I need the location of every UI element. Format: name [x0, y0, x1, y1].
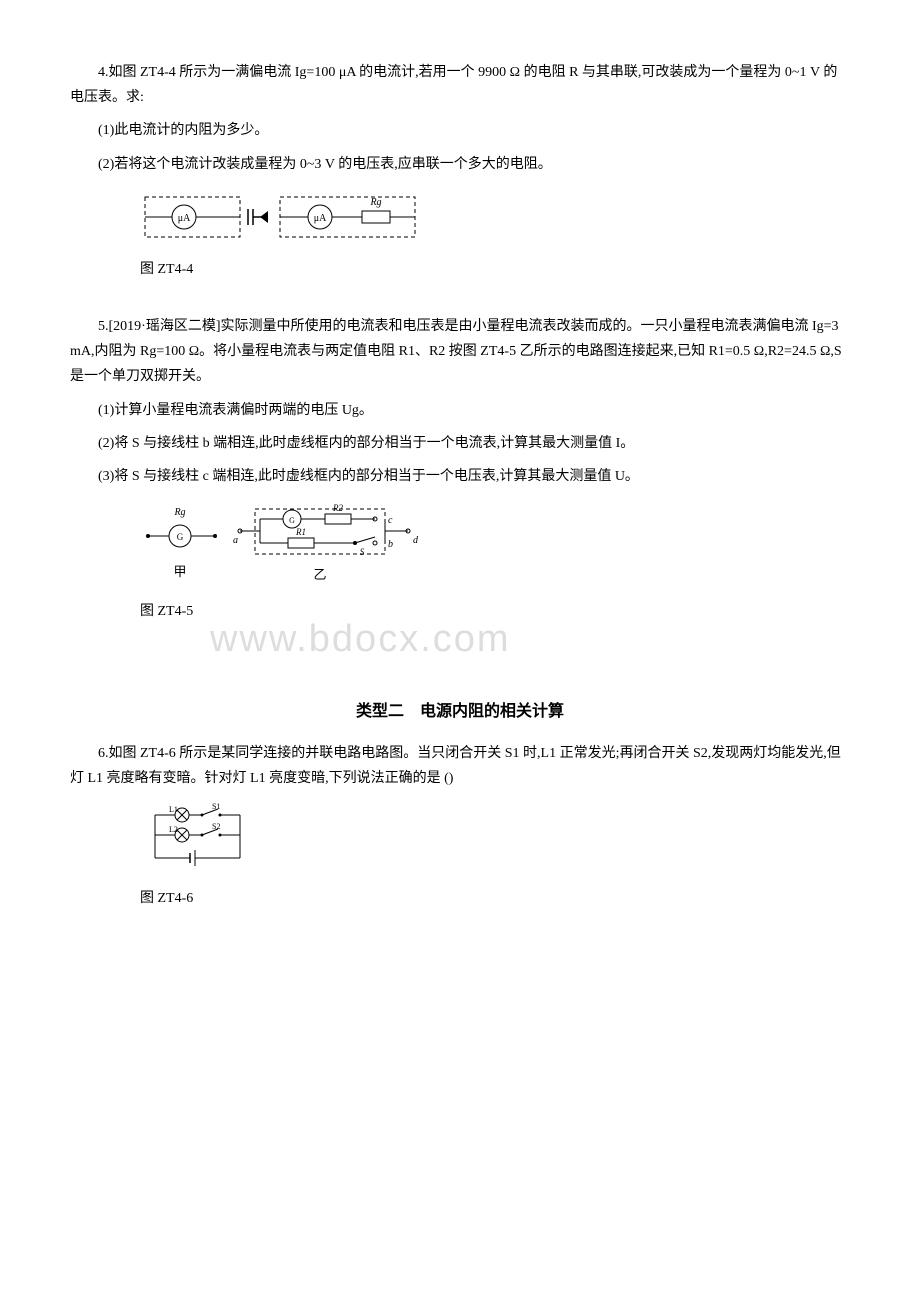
g-label: G [177, 532, 184, 542]
q4-figure-caption: 图 ZT4-4 [140, 257, 850, 282]
jia-label: 甲 [173, 564, 186, 579]
s1-label: S1 [212, 803, 220, 811]
s-label: S [360, 547, 365, 557]
c-label: c [388, 515, 393, 526]
q4-figure: μA μA Rg 图 ZT4-4 [140, 189, 850, 282]
q4-text: 4.如图 ZT4-4 所示为一满偏电流 Ig=100 μA 的电流计,若用一个 … [70, 60, 850, 110]
circuit-diagram-zt4-6: L1 S1 L2 S2 [140, 803, 270, 878]
q5-text: 5.[2019·瑶海区二模]实际测量中所使用的电流表和电压表是由小量程电流表改装… [70, 314, 850, 390]
mu-a-label-1: μA [178, 213, 191, 224]
d-label: d [413, 535, 419, 546]
q5-figure: G Rg 甲 a G R2 c R1 S b [140, 501, 850, 624]
yi-label: 乙 [313, 567, 326, 582]
q5-sub3: (3)将 S 与接线柱 c 端相连,此时虚线框内的部分相当于一个电压表,计算其最… [70, 464, 850, 489]
s2-label: S2 [212, 822, 220, 831]
r1-label: R1 [295, 527, 306, 537]
q4-sub1: (1)此电流计的内阻为多少。 [70, 118, 850, 143]
r2-label: R2 [332, 503, 343, 513]
q6-figure-caption: 图 ZT4-6 [140, 886, 850, 911]
q5-figure-caption: 图 ZT4-5 [140, 599, 850, 624]
circuit-diagram-zt4-5: G Rg 甲 a G R2 c R1 S b [140, 501, 430, 591]
section2-heading: 类型二 电源内阻的相关计算 [70, 698, 850, 727]
g-label-2: G [289, 516, 295, 525]
q6-figure: L1 S1 L2 S2 图 ZT4-6 [140, 803, 850, 911]
circuit-diagram-zt4-4: μA μA Rg [140, 189, 420, 249]
mu-a-label-2: μA [314, 213, 327, 224]
q5-sub1: (1)计算小量程电流表满偏时两端的电压 Ug。 [70, 398, 850, 423]
b-label: b [388, 539, 393, 550]
rg-label-5: Rg [173, 507, 185, 518]
l1-label: L1 [169, 805, 178, 814]
q4-sub2: (2)若将这个电流计改装成量程为 0~3 V 的电压表,应串联一个多大的电阻。 [70, 152, 850, 177]
l2-label: L2 [169, 825, 178, 834]
q5-sub2: (2)将 S 与接线柱 b 端相连,此时虚线框内的部分相当于一个电流表,计算其最… [70, 431, 850, 456]
a-label: a [233, 535, 238, 546]
rg-label: Rg [369, 197, 381, 208]
q6-text: 6.如图 ZT4-6 所示是某同学连接的并联电路电路图。当只闭合开关 S1 时,… [70, 741, 850, 791]
